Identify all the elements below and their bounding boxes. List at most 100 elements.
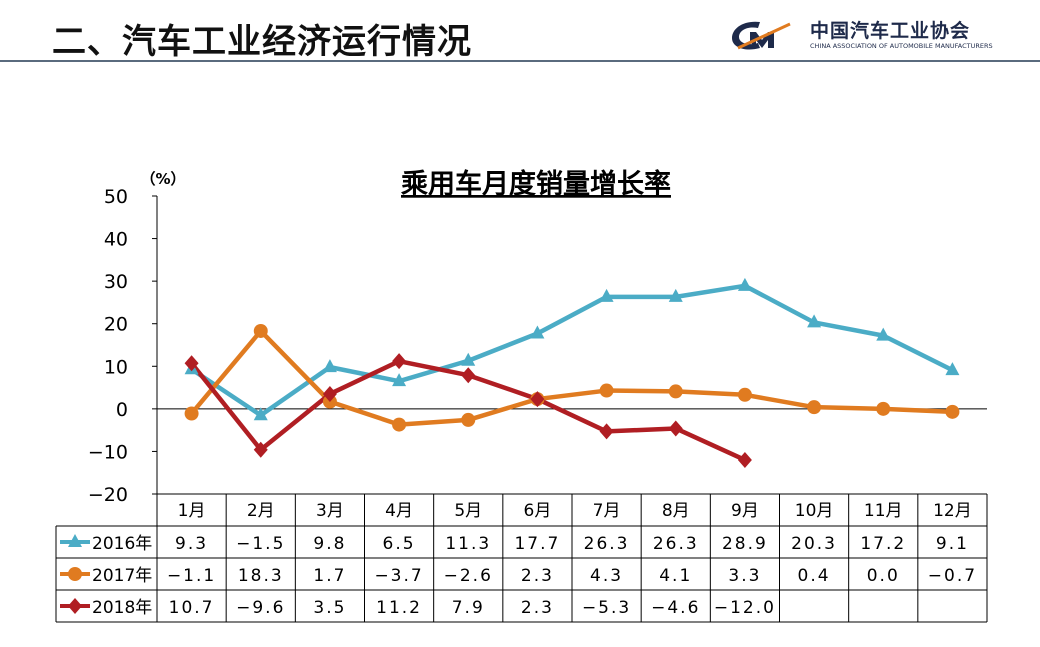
table-cell-value: 0.4 bbox=[798, 566, 831, 586]
table-cell-value: 9.8 bbox=[313, 534, 346, 554]
legend-marker-1 bbox=[68, 567, 82, 581]
category-label: 12月 bbox=[933, 501, 972, 521]
header-divider bbox=[0, 60, 1040, 62]
category-label: 9月 bbox=[731, 501, 759, 521]
data-point bbox=[668, 288, 683, 302]
data-point bbox=[461, 367, 476, 384]
y-tick-label: 20 bbox=[104, 314, 128, 336]
legend-label: 2018年 bbox=[92, 598, 152, 618]
section-title: 二、汽车工业经济运行情况 bbox=[52, 22, 472, 62]
table-cell-value: 0.0 bbox=[867, 566, 900, 586]
data-point bbox=[945, 362, 960, 376]
legend-label: 2016年 bbox=[92, 534, 152, 554]
table-cell-value: −9.6 bbox=[236, 598, 285, 618]
data-point bbox=[945, 404, 960, 419]
data-point bbox=[322, 385, 337, 402]
data-point bbox=[530, 325, 545, 339]
legend-marker-2 bbox=[68, 598, 82, 614]
data-point bbox=[253, 441, 268, 458]
data-point bbox=[599, 288, 614, 302]
logo-english-name: CHINA ASSOCIATION OF AUTOMOBILE MANUFACT… bbox=[810, 42, 993, 50]
table-cell-value: −5.3 bbox=[582, 598, 631, 618]
data-point bbox=[737, 277, 752, 291]
data-point bbox=[253, 323, 268, 338]
table-cell-value: 6.5 bbox=[383, 534, 416, 554]
data-point bbox=[737, 387, 752, 402]
category-label: 7月 bbox=[593, 501, 621, 521]
caam-logo: 中国汽车工业协会 CHINA ASSOCIATION OF AUTOMOBILE… bbox=[730, 16, 1030, 56]
table-cell-value: 4.3 bbox=[590, 566, 623, 586]
table-cell-value: −3.7 bbox=[374, 566, 423, 586]
data-point bbox=[392, 353, 407, 370]
data-point bbox=[322, 359, 337, 373]
data-point bbox=[392, 373, 407, 387]
data-point bbox=[184, 406, 199, 421]
category-label: 1月 bbox=[178, 501, 206, 521]
data-point bbox=[253, 407, 268, 421]
table-cell-value: 26.3 bbox=[584, 534, 630, 554]
table-cell-value: 11.2 bbox=[376, 598, 422, 618]
table-cell-value: −1.5 bbox=[236, 534, 285, 554]
y-tick-label: −10 bbox=[88, 441, 128, 463]
series-line-0 bbox=[189, 283, 955, 418]
category-label: 10月 bbox=[795, 501, 834, 521]
category-label: 4月 bbox=[385, 501, 413, 521]
logo-chinese-name: 中国汽车工业协会 bbox=[810, 20, 971, 42]
category-label: 2月 bbox=[247, 501, 275, 521]
table-cell-value: 17.7 bbox=[514, 534, 560, 554]
table-cell-value: 17.2 bbox=[860, 534, 906, 554]
data-point bbox=[668, 384, 683, 399]
table-cell-value: −4.6 bbox=[651, 598, 700, 618]
category-label: 11月 bbox=[864, 501, 903, 521]
table-cell-value: 11.3 bbox=[445, 534, 491, 554]
table-cell-value: 20.3 bbox=[791, 534, 837, 554]
category-label: 8月 bbox=[662, 501, 690, 521]
table-cell-value: −1.1 bbox=[167, 566, 216, 586]
legend-marker-0 bbox=[68, 534, 82, 547]
table-cell-value: 4.1 bbox=[659, 566, 692, 586]
chart-title: 乘用车月度销量增长率 bbox=[400, 168, 671, 200]
data-point bbox=[737, 451, 752, 468]
table-cell-value: 9.3 bbox=[175, 534, 208, 554]
data-point bbox=[461, 412, 476, 427]
table-cell-value: 9.1 bbox=[936, 534, 969, 554]
y-tick-label: −20 bbox=[88, 484, 128, 506]
y-tick-label: 0 bbox=[116, 399, 128, 421]
legend-label: 2017年 bbox=[92, 566, 152, 586]
data-point bbox=[599, 383, 614, 398]
data-point bbox=[184, 355, 199, 372]
table-cell-value: 3.5 bbox=[313, 598, 346, 618]
table-cell-value: 2.3 bbox=[521, 566, 554, 586]
category-label: 3月 bbox=[316, 501, 344, 521]
table-cell-value: 18.3 bbox=[238, 566, 284, 586]
data-point bbox=[530, 391, 545, 408]
data-point bbox=[461, 352, 476, 366]
y-tick-label: 10 bbox=[104, 356, 128, 378]
data-point bbox=[876, 401, 891, 416]
table-cell-value: 3.3 bbox=[728, 566, 761, 586]
data-point bbox=[599, 423, 614, 440]
data-point bbox=[668, 420, 683, 437]
category-label: 5月 bbox=[454, 501, 482, 521]
data-point bbox=[807, 400, 822, 415]
data-point bbox=[876, 327, 891, 341]
table-cell-value: 7.9 bbox=[452, 598, 485, 618]
table-cell-value: −12.0 bbox=[714, 598, 776, 618]
series-line-1 bbox=[189, 328, 955, 427]
data-point bbox=[392, 417, 407, 432]
caam-logo-mark bbox=[732, 21, 791, 50]
table-cell-value: −0.7 bbox=[928, 566, 977, 586]
table-cell-value: 28.9 bbox=[722, 534, 768, 554]
y-tick-label: 50 bbox=[104, 186, 128, 208]
y-tick-label: 30 bbox=[104, 271, 128, 293]
table-cell-value: −2.6 bbox=[444, 566, 493, 586]
table-cell-value: 10.7 bbox=[169, 598, 215, 618]
y-axis-unit-label: （%） bbox=[140, 170, 185, 188]
table-cell-value: 1.7 bbox=[313, 566, 346, 586]
table-cell-value: 26.3 bbox=[653, 534, 699, 554]
table-cell-value: 2.3 bbox=[521, 598, 554, 618]
data-point bbox=[807, 314, 822, 328]
category-label: 6月 bbox=[524, 501, 552, 521]
y-tick-label: 40 bbox=[104, 229, 128, 251]
